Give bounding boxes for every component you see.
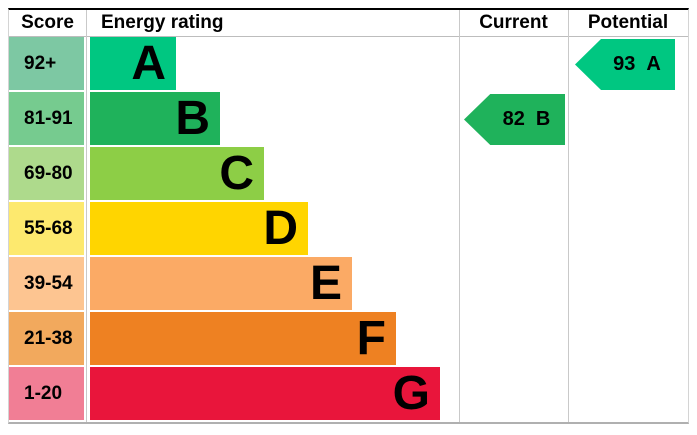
potential-score-value: 93 bbox=[613, 53, 636, 75]
current-band-letter: B bbox=[535, 108, 551, 130]
band-row-c: 69-80 C bbox=[9, 147, 688, 202]
score-column-divider bbox=[86, 10, 87, 422]
band-letter: E bbox=[309, 257, 342, 310]
header-current-label: Current bbox=[479, 12, 548, 33]
band-letter: C bbox=[219, 147, 254, 200]
band-letter: G bbox=[392, 367, 430, 420]
band-row-f: 21-38 F bbox=[9, 312, 688, 367]
rating-bar: F bbox=[90, 312, 396, 365]
band-letter: F bbox=[356, 312, 386, 365]
band-letter: B bbox=[175, 92, 210, 145]
band-letter: A bbox=[131, 37, 166, 90]
band-row-e: 39-54 E bbox=[9, 257, 688, 312]
current-score-value: 82 bbox=[502, 108, 525, 130]
band-row-a: 92+ A bbox=[9, 37, 688, 92]
rating-bar: C bbox=[90, 147, 264, 200]
band-row-g: 1-20 G bbox=[9, 367, 688, 422]
band-rows: 92+ A 81-91 B 69-80 C 55-68 D 39-54 E 21… bbox=[9, 37, 688, 422]
score-range: 81-91 bbox=[9, 92, 84, 145]
header-score-label: Score bbox=[21, 12, 74, 33]
rating-bar: B bbox=[90, 92, 220, 145]
band-row-b: 81-91 B bbox=[9, 92, 688, 147]
score-range: 1-20 bbox=[9, 367, 84, 420]
header-energy-rating-label: Energy rating bbox=[101, 12, 224, 33]
rating-bar: D bbox=[90, 202, 308, 255]
header-row: Score Energy rating Current Potential bbox=[9, 10, 688, 37]
score-range: 55-68 bbox=[9, 202, 84, 255]
score-range: 92+ bbox=[9, 37, 84, 90]
band-letter: D bbox=[263, 202, 298, 255]
potential-band-letter: A bbox=[646, 53, 661, 75]
potential-column-divider bbox=[568, 10, 569, 422]
score-range: 39-54 bbox=[9, 257, 84, 310]
header-potential-label: Potential bbox=[587, 12, 669, 33]
epc-table: Score Energy rating Current Potential 92… bbox=[8, 8, 689, 424]
score-range: 69-80 bbox=[9, 147, 84, 200]
band-row-d: 55-68 D bbox=[9, 202, 688, 257]
rating-bar: A bbox=[90, 37, 176, 90]
rating-bar: G bbox=[90, 367, 440, 420]
score-range: 21-38 bbox=[9, 312, 84, 365]
rating-bar: E bbox=[90, 257, 352, 310]
current-column-divider bbox=[459, 10, 460, 422]
